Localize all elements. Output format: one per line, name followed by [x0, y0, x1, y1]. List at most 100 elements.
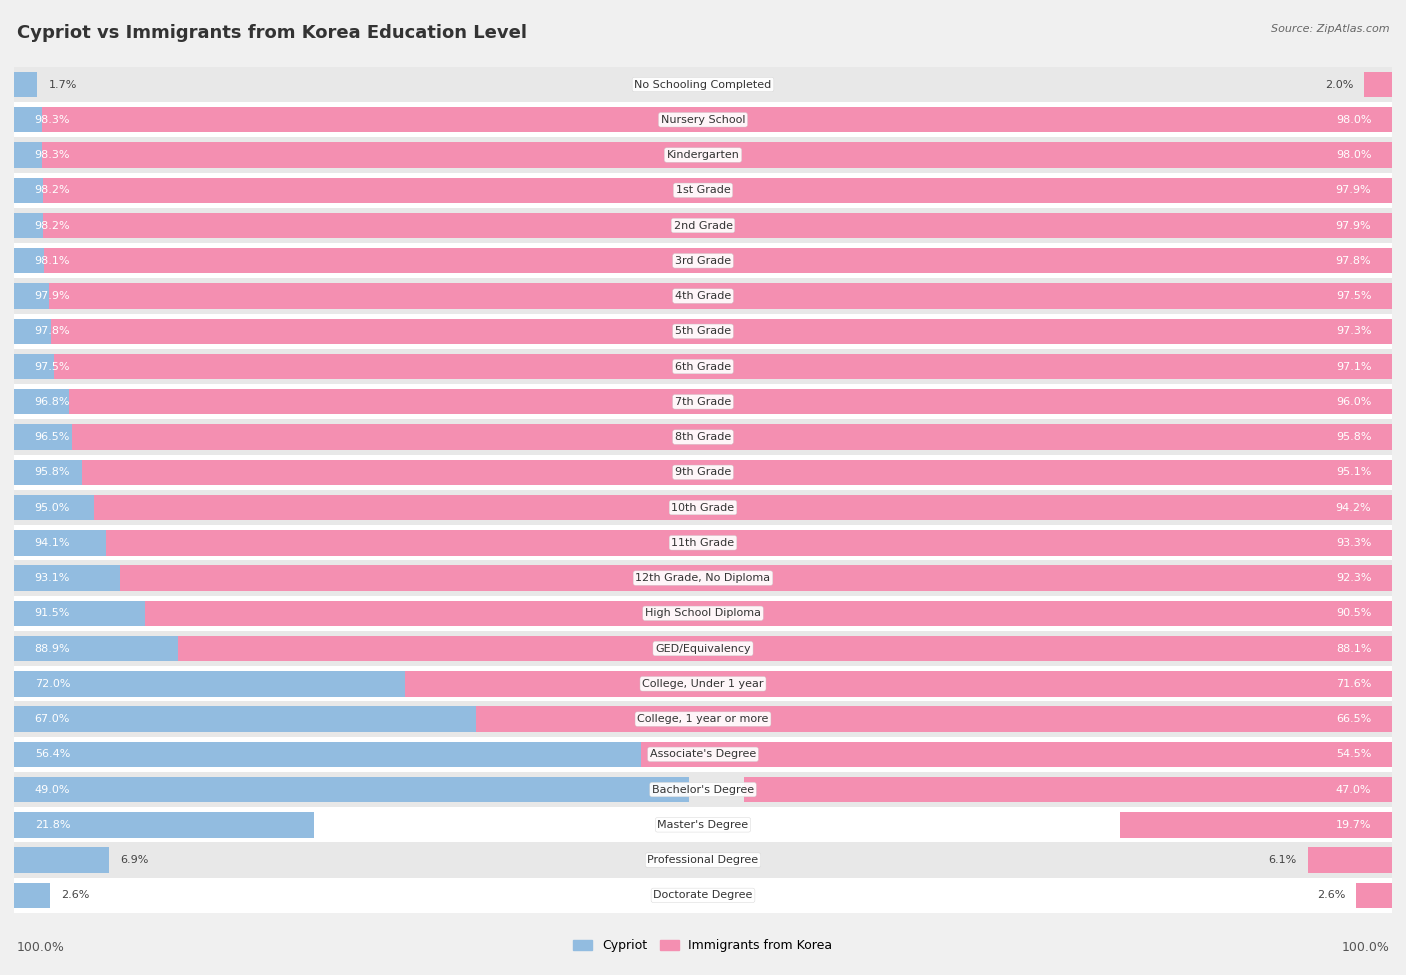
Text: 11th Grade: 11th Grade [672, 538, 734, 548]
Bar [14, 561, 1392, 596]
Text: 97.5%: 97.5% [1336, 292, 1371, 301]
Bar [14, 772, 1392, 807]
Bar [14, 454, 1392, 489]
Bar [14, 526, 1392, 561]
Bar [14, 666, 1392, 701]
Bar [641, 742, 1392, 767]
Legend: Cypriot, Immigrants from Korea: Cypriot, Immigrants from Korea [568, 934, 838, 957]
Bar [72, 424, 1392, 449]
Bar [14, 384, 1392, 419]
Bar [14, 671, 1007, 696]
Text: 88.9%: 88.9% [35, 644, 70, 653]
Text: 9th Grade: 9th Grade [675, 467, 731, 478]
Bar [14, 878, 1392, 913]
Text: 98.2%: 98.2% [35, 185, 70, 195]
Text: Source: ZipAtlas.com: Source: ZipAtlas.com [1271, 24, 1389, 34]
Text: 72.0%: 72.0% [35, 679, 70, 688]
Bar [14, 842, 1392, 878]
Text: 2nd Grade: 2nd Grade [673, 220, 733, 230]
Text: 98.0%: 98.0% [1336, 150, 1371, 160]
Text: 56.4%: 56.4% [35, 750, 70, 760]
Text: 6.1%: 6.1% [1268, 855, 1296, 865]
Bar [14, 107, 1368, 133]
Bar [14, 707, 938, 732]
Text: 1.7%: 1.7% [48, 80, 77, 90]
Text: 96.5%: 96.5% [35, 432, 70, 442]
Text: 8th Grade: 8th Grade [675, 432, 731, 442]
Bar [14, 419, 1392, 454]
Bar [45, 248, 1392, 273]
Text: 91.5%: 91.5% [35, 608, 70, 618]
Bar [14, 812, 315, 838]
Bar [14, 701, 1392, 737]
Text: 97.9%: 97.9% [35, 292, 70, 301]
Text: 5th Grade: 5th Grade [675, 327, 731, 336]
Bar [14, 208, 1392, 243]
Bar [14, 137, 1392, 173]
Text: 3rd Grade: 3rd Grade [675, 255, 731, 266]
Text: 100.0%: 100.0% [1341, 941, 1389, 954]
Bar [14, 737, 1392, 772]
Bar [1357, 882, 1392, 908]
Bar [14, 314, 1392, 349]
Bar [42, 107, 1392, 133]
Text: College, Under 1 year: College, Under 1 year [643, 679, 763, 688]
Text: 54.5%: 54.5% [1336, 750, 1371, 760]
Bar [14, 459, 1334, 485]
Text: 94.1%: 94.1% [35, 538, 70, 548]
Text: 98.3%: 98.3% [35, 115, 70, 125]
Bar [145, 601, 1392, 626]
Text: 66.5%: 66.5% [1336, 714, 1371, 724]
Text: Master's Degree: Master's Degree [658, 820, 748, 830]
Text: 1st Grade: 1st Grade [676, 185, 730, 195]
Bar [14, 177, 1367, 203]
Bar [14, 319, 1361, 344]
Bar [44, 213, 1392, 238]
Text: 94.2%: 94.2% [1336, 502, 1371, 513]
Bar [107, 530, 1392, 556]
Text: Kindergarten: Kindergarten [666, 150, 740, 160]
Bar [14, 847, 110, 873]
Bar [44, 177, 1392, 203]
Text: 93.3%: 93.3% [1336, 538, 1371, 548]
Text: No Schooling Completed: No Schooling Completed [634, 80, 772, 90]
Text: 98.0%: 98.0% [1336, 115, 1371, 125]
Text: 100.0%: 100.0% [17, 941, 65, 954]
Text: Bachelor's Degree: Bachelor's Degree [652, 785, 754, 795]
Bar [14, 742, 792, 767]
Bar [14, 72, 38, 98]
Bar [14, 213, 1367, 238]
Text: 96.0%: 96.0% [1336, 397, 1371, 407]
Text: 2.0%: 2.0% [1324, 80, 1354, 90]
Text: 19.7%: 19.7% [1336, 820, 1371, 830]
Text: 98.1%: 98.1% [35, 255, 70, 266]
Text: Doctorate Degree: Doctorate Degree [654, 890, 752, 900]
Bar [14, 631, 1392, 666]
Text: 97.8%: 97.8% [1336, 255, 1371, 266]
Text: 98.3%: 98.3% [35, 150, 70, 160]
Text: 71.6%: 71.6% [1336, 679, 1371, 688]
Bar [14, 243, 1392, 279]
Bar [14, 349, 1392, 384]
Text: 2.6%: 2.6% [1316, 890, 1346, 900]
Text: 10th Grade: 10th Grade [672, 502, 734, 513]
Bar [120, 566, 1392, 591]
Text: 95.0%: 95.0% [35, 502, 70, 513]
Text: 97.8%: 97.8% [35, 327, 70, 336]
Text: GED/Equivalency: GED/Equivalency [655, 644, 751, 653]
Bar [14, 248, 1365, 273]
Text: Cypriot vs Immigrants from Korea Education Level: Cypriot vs Immigrants from Korea Educati… [17, 24, 527, 42]
Text: 6th Grade: 6th Grade [675, 362, 731, 371]
Text: Associate's Degree: Associate's Degree [650, 750, 756, 760]
Text: High School Diploma: High School Diploma [645, 608, 761, 618]
Bar [14, 142, 1368, 168]
Text: 67.0%: 67.0% [35, 714, 70, 724]
Text: 97.3%: 97.3% [1336, 327, 1371, 336]
Bar [14, 489, 1392, 526]
Bar [14, 389, 1348, 414]
Bar [14, 354, 1358, 379]
Bar [14, 636, 1239, 661]
Bar [1308, 847, 1392, 873]
Text: 7th Grade: 7th Grade [675, 397, 731, 407]
Text: 93.1%: 93.1% [35, 573, 70, 583]
